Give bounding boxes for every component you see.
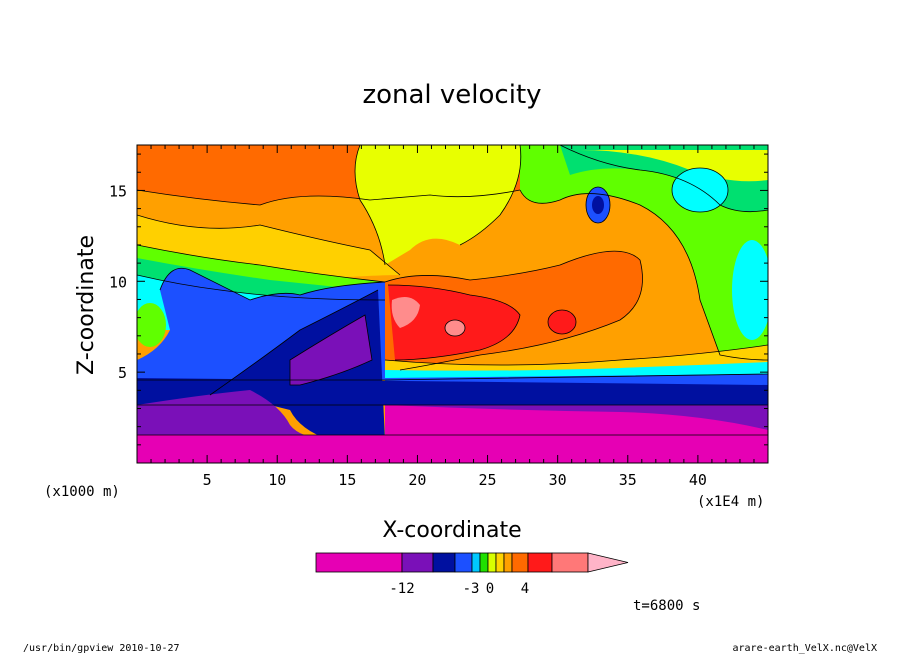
field-navy-blob: [592, 196, 604, 214]
time-label: t=6800 s: [633, 598, 700, 614]
x-axis: 5 10 15 20 25 30 35 40: [150, 145, 755, 489]
colorbar-label-neg3: -3: [463, 581, 480, 597]
colorbar-label-0: 0: [486, 581, 494, 597]
x-axis-label: X-coordinate: [382, 518, 521, 543]
field-yellow-right: [580, 150, 768, 182]
colorbar-segment: [551, 552, 589, 573]
x-unit-right: (x1E4 m): [697, 494, 764, 510]
colorbar-segment: [479, 552, 489, 573]
colorbar: [315, 552, 629, 573]
x-unit-left: (x1000 m): [44, 484, 120, 500]
x-tick-label: 10: [268, 471, 286, 489]
colorbar-segment: [432, 552, 456, 573]
y-tick-label: 5: [118, 364, 127, 382]
x-tick-label: 30: [549, 471, 567, 489]
field-pink-blob: [445, 320, 465, 336]
field-yellow-plume: [355, 145, 521, 265]
x-tick-label: 35: [619, 471, 637, 489]
colorbar-label-4: 4: [521, 581, 529, 597]
field-gold-belt: [137, 215, 400, 278]
y-axis: 5 10 15: [109, 153, 768, 446]
field-lime-edge: [137, 303, 166, 347]
contour-lines: [137, 145, 768, 436]
x-tick-label: 40: [689, 471, 707, 489]
y-axis-label: Z-coordinate: [74, 235, 99, 375]
footer-left: /usr/bin/gpview 2010-10-27: [23, 643, 180, 654]
colorbar-arrow: [587, 552, 629, 573]
field-red-blob: [548, 310, 576, 334]
colorbar-segment: [471, 552, 481, 573]
colorbar-segment: [511, 552, 529, 573]
colorbar-segment: [503, 552, 513, 573]
contour-field: [137, 145, 768, 463]
colorbar-label-neg12: -12: [389, 581, 414, 597]
footer-right: arare-earth_VelX.nc@VelX: [733, 643, 878, 654]
y-tick-label: 15: [109, 182, 127, 200]
y-tick-label: 10: [109, 273, 127, 291]
x-tick-label: 15: [338, 471, 356, 489]
colorbar-segment: [495, 552, 505, 573]
x-tick-label: 20: [408, 471, 426, 489]
colorbar-segment: [454, 552, 473, 573]
field-cyan-right: [732, 240, 768, 340]
field-pink-core: [391, 296, 420, 328]
field-magenta-right: [385, 405, 768, 463]
field-cyan-blob: [672, 168, 728, 212]
colorbar-segment: [401, 552, 434, 573]
x-tick-label: 25: [479, 471, 497, 489]
colorbar-segment: [315, 552, 403, 573]
field-purple-intrusion: [290, 315, 372, 385]
colorbar-segment: [487, 552, 497, 573]
chart-title: zonal velocity: [362, 80, 541, 110]
x-tick-label: 5: [203, 471, 212, 489]
colorbar-segment: [527, 552, 553, 573]
plot-frame: [136, 144, 769, 464]
